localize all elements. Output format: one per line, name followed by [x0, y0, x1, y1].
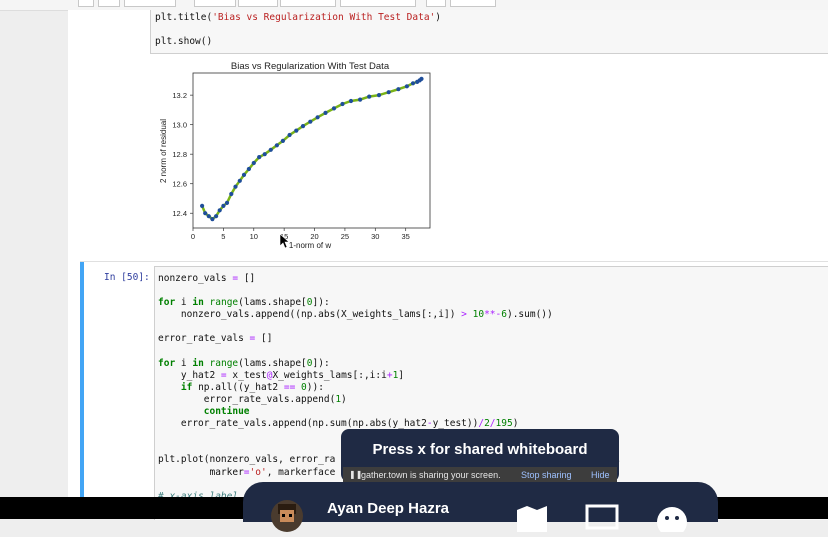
y-tick-label: 12.6	[172, 180, 187, 189]
cell-divider	[80, 261, 828, 262]
data-point	[200, 203, 205, 208]
x-tick-label: 5	[221, 232, 225, 241]
x-tick-label: 35	[402, 232, 410, 241]
x-tick-label: 20	[310, 232, 318, 241]
code-line: plt.title('Bias vs Regularization With T…	[155, 12, 441, 23]
code-line: plt.show()	[155, 36, 213, 47]
y-tick-label: 13.2	[172, 91, 187, 100]
data-point	[287, 132, 292, 138]
toolbar-button[interactable]	[98, 0, 120, 7]
data-point	[214, 214, 219, 219]
stop-sharing-button[interactable]: Stop sharing	[521, 470, 572, 480]
toolbar-button-group[interactable]	[124, 0, 176, 7]
x-tick-label: 10	[250, 232, 258, 241]
user-name: Ayan Deep Hazra	[327, 500, 449, 517]
x-tick-label: 15	[280, 232, 288, 241]
data-series	[200, 76, 424, 222]
data-point	[315, 115, 320, 120]
data-point	[358, 97, 363, 102]
y-tick-label: 12.8	[172, 150, 187, 159]
toolbar-button[interactable]	[426, 0, 446, 7]
toolbar-button-group[interactable]	[194, 0, 236, 7]
x-tick-label: 0	[191, 232, 195, 241]
data-point	[217, 208, 222, 213]
code-cell-input[interactable]: plt.title('Bias vs Regularization With T…	[150, 10, 828, 54]
data-point	[224, 200, 230, 205]
plot-frame	[192, 72, 431, 229]
toolbar-button[interactable]	[78, 0, 94, 7]
data-point	[246, 166, 251, 172]
screen-share-bar: ❚❚ gather.town is sharing your screen. S…	[343, 467, 617, 483]
data-point	[206, 214, 211, 219]
data-point	[376, 93, 382, 98]
data-point	[274, 143, 279, 148]
data-point	[331, 106, 337, 111]
data-point	[396, 87, 401, 92]
toolbar-button[interactable]	[450, 0, 496, 7]
data-point	[241, 172, 247, 177]
data-point	[294, 128, 299, 133]
data-point	[280, 138, 285, 143]
data-point	[300, 124, 306, 129]
data-point	[367, 94, 372, 99]
data-point	[268, 147, 273, 152]
data-point	[251, 160, 256, 166]
plot-output: Bias vs Regularization With Test Data 0 5…	[159, 61, 431, 250]
y-tick-label: 13.0	[172, 121, 187, 130]
data-point	[340, 101, 345, 107]
data-point	[323, 110, 328, 115]
data-point	[210, 217, 215, 222]
data-point	[386, 90, 391, 95]
x-tick-label: 30	[371, 232, 379, 241]
data-point	[308, 119, 313, 124]
data-point	[257, 155, 262, 160]
data-point	[404, 84, 409, 89]
data-point	[229, 191, 234, 197]
cell-prompt: In [50]:	[104, 272, 150, 283]
data-point	[237, 178, 242, 183]
x-tick-label: 25	[341, 232, 349, 241]
emoji-icon[interactable]	[655, 502, 689, 537]
notebook-page: plt.title('Bias vs Regularization With T…	[68, 10, 828, 520]
whiteboard-prompt: Press x for shared whiteboard	[372, 441, 588, 458]
plot-title: Bias vs Regularization With Test Data	[231, 61, 390, 72]
mouse-cursor-icon	[279, 233, 290, 249]
run-button[interactable]	[238, 0, 278, 7]
data-point	[221, 203, 226, 208]
data-point	[348, 98, 354, 104]
hide-button[interactable]: Hide	[591, 470, 610, 480]
data-point	[410, 81, 416, 86]
pause-icon: ❚❚	[349, 470, 363, 479]
avatar[interactable]	[271, 500, 303, 532]
data-point	[233, 184, 238, 189]
data-point	[262, 152, 267, 157]
y-axis-label: 2 norm of residual	[159, 119, 168, 183]
share-status-text: gather.town is sharing your screen.	[361, 470, 501, 480]
code-block: nonzero_vals = [] for i in range(lams.sh…	[158, 273, 621, 502]
y-axis: 12.4 12.6 12.8 13.0 13.2	[172, 91, 193, 218]
data-point	[203, 211, 208, 216]
screen-share-icon[interactable]	[585, 502, 619, 532]
data-point	[419, 76, 424, 81]
x-axis-label: 1-norm of w	[289, 241, 331, 250]
gather-bottom-bar: Ayan Deep Hazra	[243, 482, 718, 537]
x-axis: 0 5 10 15 20 25 30 35	[191, 228, 410, 241]
y-tick-label: 12.4	[172, 209, 187, 218]
cell-type-select[interactable]	[340, 0, 416, 7]
toolbar-button-group[interactable]	[280, 0, 336, 7]
map-icon[interactable]	[515, 502, 549, 536]
